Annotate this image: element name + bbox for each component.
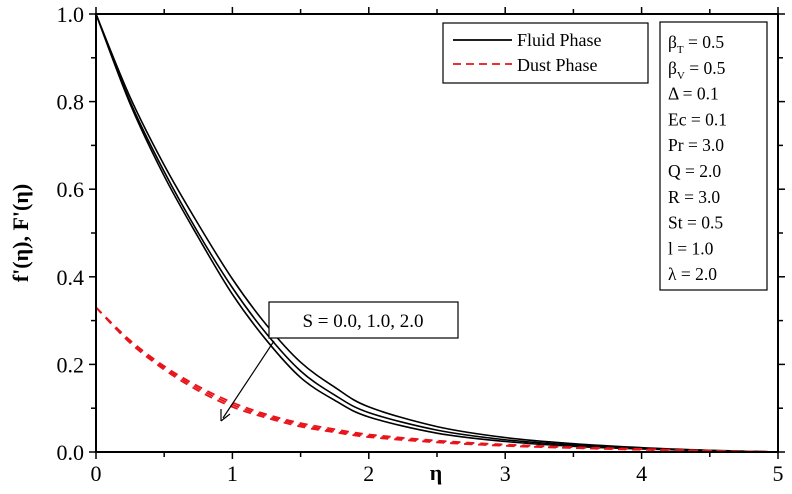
- parameter-item: Ec = 0.1: [668, 109, 727, 129]
- y-tick-label: 0.8: [57, 90, 85, 115]
- y-tick-label: 0.0: [57, 440, 85, 465]
- x-tick-label: 5: [773, 461, 784, 486]
- annotation-text: S = 0.0, 1.0, 2.0: [302, 311, 423, 332]
- x-tick-labels: 0 1 2 3 4 5: [91, 461, 784, 486]
- x-tick-label: 3: [500, 461, 511, 486]
- axis-ticks: [89, 7, 785, 459]
- y-tick-label: 0.2: [57, 352, 85, 377]
- y-axis-title: f'(η), F'(η): [8, 184, 33, 282]
- x-tick-label: 2: [363, 461, 374, 486]
- parameter-item: βV = 0.5: [668, 58, 726, 82]
- arrow-head-icon: [220, 409, 231, 422]
- annotation-arrow: [222, 340, 275, 419]
- x-tick-label: 4: [636, 461, 647, 486]
- parameter-item: Δ = 0.1: [668, 84, 719, 104]
- parameter-item: St = 0.5: [668, 213, 723, 233]
- legend: Fluid Phase Dust Phase: [442, 22, 649, 84]
- dust-phase-curve: [95, 306, 779, 453]
- fluid-phase-curve: [95, 13, 779, 453]
- y-tick-labels: 0.0 0.2 0.4 0.6 0.8 1.0: [57, 2, 85, 465]
- plot-curves: [95, 13, 779, 453]
- x-tick-label: 0: [91, 461, 102, 486]
- dust-phase-curve: [95, 306, 779, 453]
- parameter-item: R = 3.0: [668, 187, 720, 207]
- x-tick-label: 1: [227, 461, 238, 486]
- parameter-item: Q = 2.0: [668, 161, 721, 181]
- parameter-item: Pr = 3.0: [668, 135, 724, 155]
- parameter-item: l = 1.0: [668, 238, 714, 258]
- annotation: S = 0.0, 1.0, 2.0: [220, 301, 459, 422]
- parameter-box: βT = 0.5βV = 0.5Δ = 0.1 Ec = 0.1 Pr = 3.0 Q…: [659, 21, 768, 291]
- x-axis-title: η: [430, 460, 443, 485]
- parameter-item: βT = 0.5: [668, 32, 724, 56]
- legend-fluid-label: Fluid Phase: [517, 30, 602, 50]
- y-tick-label: 1.0: [57, 2, 85, 27]
- dust-phase-curve: [95, 306, 779, 453]
- legend-dust-label: Dust Phase: [517, 55, 598, 75]
- parameter-item: λ = 2.0: [668, 264, 717, 284]
- y-tick-label: 0.6: [57, 177, 85, 202]
- y-tick-label: 0.4: [57, 265, 85, 290]
